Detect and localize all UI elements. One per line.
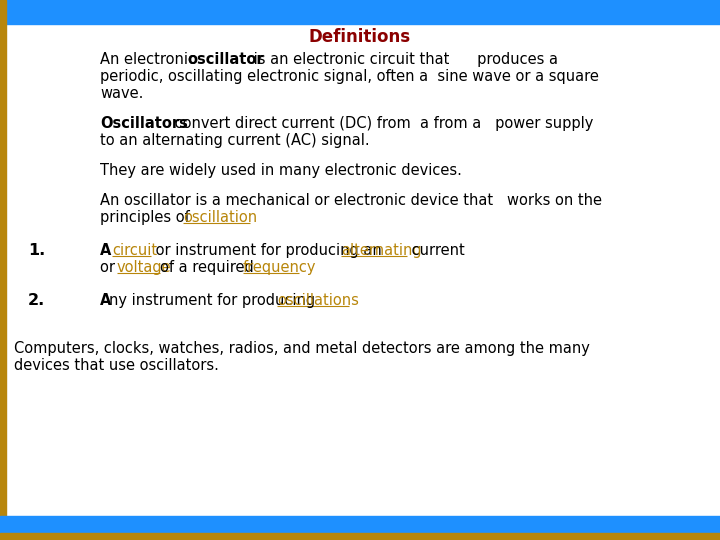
Text: oscillation: oscillation [183,210,257,225]
Text: current: current [407,243,464,258]
Text: A: A [100,243,117,258]
Bar [0,533,720,540]
Text: devices that use oscillators.: devices that use oscillators. [14,358,219,373]
Text: periodic, oscillating electronic signal, often a  sine wave or a square: periodic, oscillating electronic signal,… [100,69,599,84]
Text: Computers, clocks, watches, radios, and metal detectors are among the many: Computers, clocks, watches, radios, and … [14,341,590,356]
Text: An oscillator is a mechanical or electronic device that   works on the: An oscillator is a mechanical or electro… [100,193,602,208]
Text: circuit: circuit [112,243,157,258]
Text: 2.: 2. [28,293,45,308]
Text: of a required: of a required [160,260,258,275]
Bar [0,516,720,533]
Bar [0,0,6,518]
Text: oscillator: oscillator [187,52,264,67]
Text: alternating: alternating [341,243,422,258]
Text: principles of: principles of [100,210,194,225]
Text: or instrument for producing an: or instrument for producing an [151,243,387,258]
Text: They are widely used in many electronic devices.: They are widely used in many electronic … [100,163,462,178]
Text: An electronic: An electronic [100,52,201,67]
Text: 1.: 1. [28,243,45,258]
Text: frequency: frequency [243,260,317,275]
Bar [0,0,720,24]
Text: Oscillators: Oscillators [100,116,188,131]
Text: or: or [100,260,120,275]
Text: is an electronic circuit that      produces a: is an electronic circuit that produces a [249,52,558,67]
Text: convert direct current (DC) from  a from a   power supply: convert direct current (DC) from a from … [170,116,593,131]
Text: Definitions: Definitions [309,28,411,46]
Text: voltage: voltage [117,260,171,275]
Text: A: A [100,293,112,308]
Text: wave.: wave. [100,86,143,101]
Text: to an alternating current (AC) signal.: to an alternating current (AC) signal. [100,133,369,148]
Text: ny instrument for producing: ny instrument for producing [109,293,320,308]
Text: oscillations: oscillations [277,293,359,308]
